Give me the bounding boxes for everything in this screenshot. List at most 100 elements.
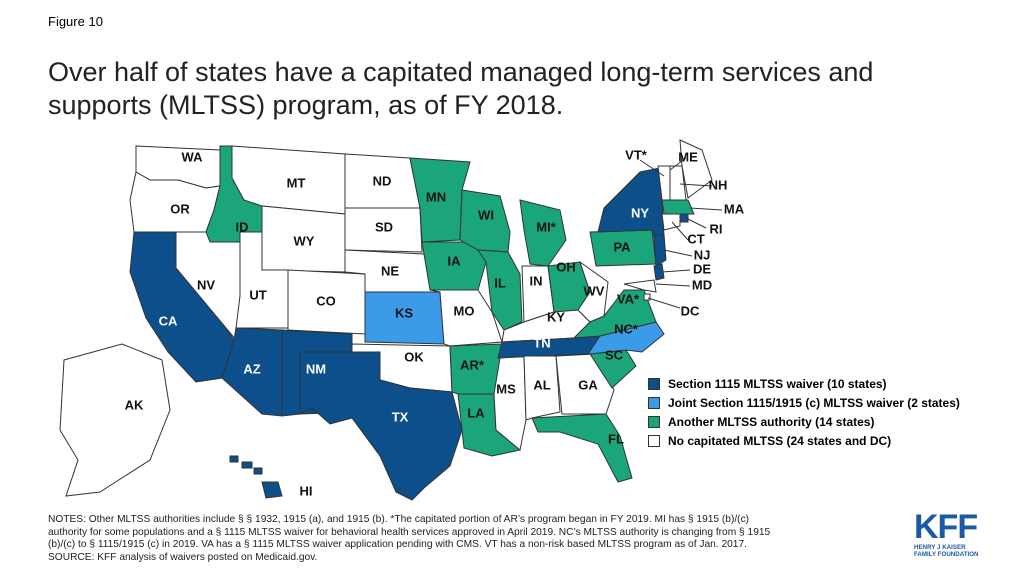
notes: NOTES: Other MLTSS authorities include §… (48, 514, 898, 564)
leader-line (639, 159, 665, 177)
state-label: MN (426, 189, 446, 204)
state-label: GA (578, 377, 598, 392)
state-label: TN (533, 335, 550, 350)
state-label: KS (395, 305, 413, 320)
notes-line: authority for some populations and a § 1… (48, 526, 771, 538)
state-label: UT (249, 287, 266, 302)
legend-item: No capitated MLTSS (24 states and DC) (648, 431, 960, 450)
legend-swatch (648, 377, 660, 390)
state-label: KY (547, 309, 565, 324)
leader-line (669, 157, 687, 171)
state-label: OH (556, 259, 576, 274)
state-label: NJ (694, 247, 711, 262)
state-label: SD (375, 219, 393, 234)
state-ma (661, 199, 695, 215)
state-hi-island (241, 461, 253, 469)
state-label: VA* (617, 291, 640, 306)
figure-label: Figure 10 (48, 14, 103, 29)
leader-line (663, 249, 693, 257)
logo-line-1: HENRY J KAISER (914, 544, 966, 551)
state-label: MA (724, 201, 745, 216)
state-label: MD (692, 277, 712, 292)
source-line: SOURCE: KFF analysis of waivers posted o… (48, 551, 318, 563)
state-fl (531, 413, 633, 483)
state-wv (577, 260, 609, 323)
state-label: OK (404, 349, 424, 364)
state-label: CA (159, 313, 178, 328)
notes-line: (b)/(c) to § 1115/1915 (c) in 2019. VA h… (48, 539, 747, 551)
legend-item: Another MLTSS authority (14 states) (648, 412, 960, 431)
state-ak (59, 343, 171, 497)
legend-label: Another MLTSS authority (14 states) (668, 414, 875, 429)
state-label: OR (170, 201, 190, 216)
state-label: AL (533, 377, 550, 392)
title-line-1: Over half of states have a capitated man… (48, 57, 874, 87)
state-label: WA (182, 149, 204, 164)
state-sd (344, 207, 423, 253)
state-hi (261, 481, 283, 499)
state-label: ND (373, 173, 392, 188)
title-line-2: supports (MLTSS) program, as of FY 2018. (48, 90, 564, 120)
leader-line (647, 297, 681, 309)
leader-line (679, 183, 713, 187)
legend-label: No capitated MLTSS (24 states and DC) (668, 433, 892, 448)
state-label: LA (467, 405, 485, 420)
leader-line (685, 217, 707, 229)
state-label: NM (306, 361, 326, 376)
state-label: NY (631, 205, 649, 220)
chart-title: Over half of states have a capitated man… (48, 56, 988, 122)
logo-line-2: FAMILY FOUNDATION (914, 551, 979, 558)
state-label: MO (454, 303, 475, 318)
state-label: NH (709, 177, 728, 192)
state-label: IN (530, 273, 543, 288)
state-label: FL (608, 431, 624, 446)
kff-logo: KFF HENRY J KAISER FAMILY FOUNDATION (914, 510, 994, 562)
leader-line (671, 221, 689, 241)
state-label: TX (392, 409, 409, 424)
legend-label: Section 1115 MLTSS waiver (10 states) (668, 376, 887, 391)
state-mo (429, 289, 503, 347)
state-hi-island (253, 467, 263, 475)
state-label: ID (236, 219, 249, 234)
state-label: SC (605, 347, 624, 362)
logo-mark: KFF (914, 508, 978, 546)
map-legend: Section 1115 MLTSS waiver (10 states) Jo… (648, 374, 960, 450)
leader-line (689, 207, 723, 211)
legend-swatch (648, 434, 660, 447)
legend-label: Joint Section 1115/1915 (c) MLTSS waiver… (668, 395, 960, 410)
state-label: AK (125, 397, 144, 412)
legend-item: Section 1115 MLTSS waiver (10 states) (648, 374, 960, 393)
state-label: NC* (614, 321, 639, 336)
legend-swatch (648, 415, 660, 428)
state-label: CT (687, 231, 704, 246)
notes-line: NOTES: Other MLTSS authorities include §… (48, 514, 750, 525)
state-de (653, 263, 665, 281)
state-label: MI* (536, 219, 556, 234)
leader-line (661, 269, 691, 273)
state-label: VT* (625, 147, 648, 162)
state-label: AR* (460, 357, 485, 372)
state-label: ME (678, 149, 698, 164)
state-label: DC (681, 303, 700, 318)
legend-swatch (648, 396, 660, 409)
state-label: PA (613, 239, 631, 254)
leader-line (655, 283, 691, 287)
state-label: MT (287, 175, 306, 190)
state-label: WY (294, 233, 315, 248)
state-label: WV (584, 283, 605, 298)
state-nj (653, 233, 667, 267)
state-label: NV (197, 277, 215, 292)
state-label: CO (316, 293, 336, 308)
state-label: NE (381, 263, 399, 278)
state-label: HI (300, 483, 313, 498)
state-dc (643, 293, 651, 301)
state-label: DE (693, 261, 711, 276)
state-hi-island (229, 455, 239, 463)
state-label: AZ (243, 361, 260, 376)
state-tx (299, 351, 463, 501)
state-label: IL (494, 275, 506, 290)
state-label: WI (478, 207, 494, 222)
state-md (623, 279, 657, 293)
state-label: IA (448, 253, 462, 268)
